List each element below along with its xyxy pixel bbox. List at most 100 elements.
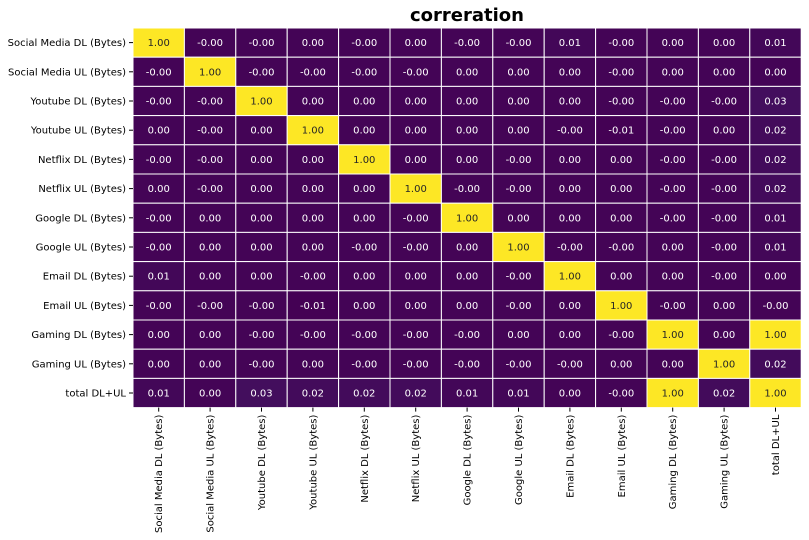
cell-value-label: 0.00 — [610, 213, 632, 224]
x-tick-label: Youtube UL (Bytes) — [308, 415, 319, 511]
heatmap-cell — [749, 56, 802, 87]
cell-value-label: 1.00 — [302, 126, 324, 137]
heatmap-cell — [749, 348, 802, 379]
cell-value-label: 0.01 — [507, 389, 529, 400]
cell-value-label: -0.00 — [146, 67, 172, 78]
heatmap-cell — [183, 290, 237, 321]
cell-value-label: -0.00 — [249, 38, 275, 49]
cell-value-label: 0.01 — [764, 243, 786, 254]
heatmap-cell — [697, 231, 751, 263]
cell-value-label: 0.00 — [199, 359, 221, 370]
cell-value-label: -0.00 — [608, 243, 634, 254]
cell-value-label: -0.00 — [197, 38, 223, 49]
heatmap-cell — [286, 319, 340, 350]
cell-value-label: 1.00 — [456, 213, 478, 224]
cell-value-label: 0.03 — [250, 389, 272, 400]
cell-value-label: 0.00 — [662, 359, 684, 370]
cell-value-label: 0.02 — [764, 126, 786, 137]
cell-value-label: 0.00 — [199, 213, 221, 224]
cell-value-label: -0.00 — [711, 272, 737, 283]
heatmap-cell — [492, 56, 545, 87]
cell-value-label: -0.01 — [300, 301, 326, 312]
cell-value-label: 0.00 — [713, 67, 735, 78]
cell-value-label: 0.00 — [405, 38, 427, 49]
heatmap-cell — [235, 56, 288, 87]
heatmap-cell — [440, 348, 494, 379]
cell-value-label: -0.00 — [197, 97, 223, 108]
heatmap-cell — [492, 319, 545, 350]
cell-value-label: -0.00 — [660, 155, 686, 166]
heatmap-cell — [697, 144, 751, 175]
y-tick-label: total DL+UL — [65, 389, 126, 400]
heatmap-cell — [595, 115, 648, 146]
cell-value-label: -0.00 — [557, 359, 583, 370]
cell-value-label: 0.01 — [764, 38, 786, 49]
cell-value-label: 0.00 — [199, 243, 221, 254]
heatmap-cell — [389, 27, 442, 58]
cell-value-label: 0.00 — [250, 213, 272, 224]
cell-value-label: 0.00 — [559, 155, 581, 166]
cell-value-label: 0.00 — [250, 155, 272, 166]
cell-value-label: -0.00 — [403, 243, 429, 254]
cell-value-label: 1.00 — [507, 243, 529, 254]
cell-value-label: -0.00 — [300, 272, 326, 283]
cell-value-label: 0.00 — [148, 359, 170, 370]
heatmap-cell — [235, 144, 288, 175]
cell-value-label: -0.00 — [608, 38, 634, 49]
cell-value-label: 0.00 — [199, 330, 221, 341]
heatmap-cell — [595, 290, 648, 321]
cell-value-label: 0.00 — [302, 243, 324, 254]
heatmap-cell — [132, 261, 185, 292]
cell-value-label: 0.00 — [559, 389, 581, 400]
cell-value-label: 1.00 — [764, 330, 786, 341]
heatmap-cell — [646, 261, 699, 292]
cell-value-label: 0.00 — [250, 126, 272, 137]
cell-value-label: -0.00 — [300, 67, 326, 78]
y-tick-label: Gaming DL (Bytes) — [31, 330, 126, 341]
cell-value-label: -0.00 — [557, 243, 583, 254]
heatmap-cell — [286, 377, 340, 409]
cell-value-label: 1.00 — [250, 97, 272, 108]
cell-value-label: -0.01 — [608, 126, 634, 137]
heatmap-cell — [697, 290, 751, 321]
cell-value-label: -0.00 — [763, 301, 789, 312]
cell-value-label: 0.00 — [662, 38, 684, 49]
cell-value-label: -0.00 — [249, 301, 275, 312]
cell-value-label: 0.00 — [456, 243, 478, 254]
heatmap-cell — [183, 319, 237, 350]
cell-value-label: -0.00 — [660, 184, 686, 195]
cell-value-label: -0.00 — [506, 38, 532, 49]
cell-value-label: -0.00 — [197, 184, 223, 195]
cell-value-label: 0.01 — [559, 38, 581, 49]
heatmap-cell — [132, 56, 185, 87]
y-tick-label: Social Media DL (Bytes) — [8, 38, 126, 49]
cell-value-label: -0.00 — [608, 389, 634, 400]
cell-value-label: 1.00 — [148, 38, 170, 49]
y-tick-label: Netflix DL (Bytes) — [38, 155, 126, 166]
heatmap-cell — [543, 144, 597, 175]
heatmap-cell — [595, 202, 648, 233]
cell-value-label: -0.00 — [506, 184, 532, 195]
cell-value-label: -0.00 — [403, 213, 429, 224]
heatmap-cell — [338, 173, 391, 204]
cell-value-label: -0.00 — [197, 301, 223, 312]
cell-value-label: 0.00 — [199, 272, 221, 283]
heatmap-cell — [440, 231, 494, 263]
cell-value-label: -0.00 — [608, 67, 634, 78]
heatmap-cell — [389, 115, 442, 146]
cell-value-label: 0.00 — [250, 243, 272, 254]
cell-value-label: -0.00 — [506, 359, 532, 370]
heatmap-cell — [389, 261, 442, 292]
heatmap-cell — [440, 290, 494, 321]
cell-value-label: -0.00 — [249, 330, 275, 341]
heatmap-cell — [286, 290, 340, 321]
heatmap-cell — [492, 27, 545, 58]
cell-value-label: -0.00 — [660, 301, 686, 312]
cell-value-label: 0.00 — [610, 184, 632, 195]
cell-value-label: -0.00 — [197, 126, 223, 137]
cell-value-label: -0.00 — [660, 97, 686, 108]
cell-value-label: 0.02 — [764, 184, 786, 195]
x-tick-label: Email UL (Bytes) — [617, 415, 628, 498]
cell-value-label: -0.00 — [146, 97, 172, 108]
cell-value-label: 0.00 — [507, 97, 529, 108]
